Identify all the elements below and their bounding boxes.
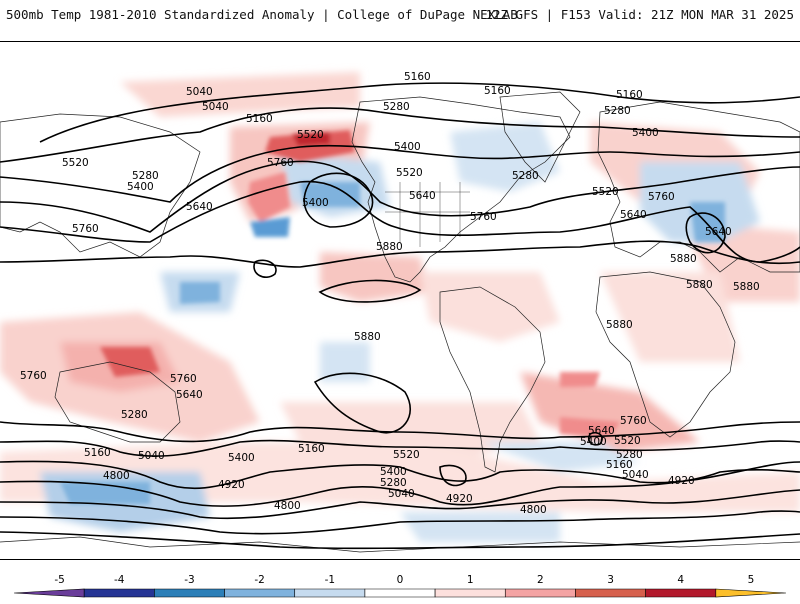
contour-label: 5760 [170, 373, 197, 385]
colorbar-tick-label: 3 [607, 574, 614, 586]
contour-label: 5400 [580, 436, 607, 448]
east-asia-outline [0, 113, 201, 258]
contour-label: 4920 [446, 493, 473, 505]
contour-label: 5640 [409, 190, 436, 202]
contour-label: 5160 [84, 447, 111, 459]
contour-label: 5640 [176, 389, 203, 401]
contour-label: 4920 [218, 479, 245, 491]
contour-label: 5160 [606, 459, 633, 471]
contour-label: 5760 [20, 370, 47, 382]
contour-label: 5040 [622, 469, 649, 481]
contour-labels: 5160 5040 5040 5160 5280 5520 5160 5160 … [20, 71, 760, 516]
colorbar-tick-label: -3 [184, 574, 194, 586]
anomaly-shading [0, 72, 800, 542]
colorbar-tick-label: -5 [54, 574, 64, 586]
africa-outline [595, 271, 736, 438]
contour-label: 5640 [620, 209, 647, 221]
contour-label: 5880 [606, 319, 633, 331]
contour-label: 5520 [592, 186, 619, 198]
antarctica-outline [0, 536, 800, 553]
contour-label: 5520 [62, 157, 89, 169]
contour-label: 4800 [520, 504, 547, 516]
contour-label: 5280 [616, 449, 643, 461]
contour-label: 5640 [186, 201, 213, 213]
colorbar-segment [434, 588, 506, 598]
contour-label: 4920 [668, 475, 695, 487]
colorbar-segments [13, 588, 787, 598]
colorbar: -5 -4 -3 -2 -1 0 1 2 3 4 5 [0, 570, 800, 600]
contour-label: 5400 [127, 181, 154, 193]
contour-label: 5040 [186, 86, 213, 98]
greenland-outline [499, 91, 581, 183]
contour-label: 5400 [302, 197, 329, 209]
contour-label: 5520 [297, 129, 324, 141]
colorbar-tick-label: 1 [467, 574, 474, 586]
contour-label: 5280 [512, 170, 539, 182]
contour-label: 5520 [393, 449, 420, 461]
colorbar-tick-label: 0 [397, 574, 404, 586]
contour-label: 5280 [383, 101, 410, 113]
colorbar-segment [13, 588, 85, 598]
south-america-outline [439, 286, 546, 473]
contour-label: 5760 [72, 223, 99, 235]
contour-label: 5160 [484, 85, 511, 97]
contour-label: 5760 [620, 415, 647, 427]
contour-label: 5520 [396, 167, 423, 179]
map-title: 500mb Temp 1981-2010 Standardized Anomal… [6, 7, 518, 22]
map-panel: 5160 5040 5040 5160 5280 5520 5160 5160 … [0, 41, 800, 560]
contour-label: 5280 [604, 105, 631, 117]
contour-label: 5400 [228, 452, 255, 464]
colorbar-segment [364, 588, 436, 598]
colorbar-segment [504, 588, 576, 598]
colorbar-segment [83, 588, 155, 598]
colorbar-segment [224, 588, 296, 598]
contour-label: 5160 [404, 71, 431, 83]
contour-label: 5640 [705, 226, 732, 238]
contour-label: 5880 [354, 331, 381, 343]
contour-label: 5280 [380, 477, 407, 489]
colorbar-tick-label: -1 [325, 574, 335, 586]
contour-label: 5040 [202, 101, 229, 113]
header: 500mb Temp 1981-2010 Standardized Anomal… [0, 0, 800, 36]
colorbar-tick-label: 2 [537, 574, 544, 586]
contour-label: 5880 [686, 279, 713, 291]
colorbar-segment [575, 588, 646, 598]
contour-label: 5400 [394, 141, 421, 153]
contour-label: 5880 [733, 281, 760, 293]
contour-label: 5040 [138, 450, 165, 462]
australia-outline [54, 361, 181, 443]
colorbar-segment [154, 588, 225, 598]
contour-label: 5760 [470, 211, 497, 223]
contour-label: 5880 [670, 253, 697, 265]
contour-label: 5160 [246, 113, 273, 125]
contour-label: 5040 [388, 488, 415, 500]
contour-label: 5520 [614, 435, 641, 447]
contour-label: 5280 [132, 170, 159, 182]
contour-label: 5880 [376, 241, 403, 253]
colorbar-labels: -5 -4 -3 -2 -1 0 1 2 3 4 5 [54, 574, 754, 586]
contour-label: 5760 [648, 191, 675, 203]
contour-label: 5640 [588, 425, 615, 437]
colorbar-segment [645, 588, 717, 598]
contour-label: 5760 [267, 157, 294, 169]
model-run-info: 12Z GFS | F153 Valid: 21Z MON MAR 31 202… [485, 7, 794, 22]
contour-label: 4800 [274, 500, 301, 512]
colorbar-tick-label: -4 [114, 574, 125, 586]
contour-label: 5160 [298, 443, 325, 455]
contour-label: 5400 [380, 466, 407, 478]
height-contours [0, 82, 800, 550]
colorbar-tick-label: 5 [748, 574, 755, 586]
colorbar-segment [715, 588, 787, 598]
colorbar-legend: -5 -4 -3 -2 -1 0 1 2 3 4 5 [13, 574, 787, 598]
contour-label: 5280 [121, 409, 148, 421]
contour-label: 5160 [616, 89, 643, 101]
colorbar-segment [294, 588, 366, 598]
colorbar-tick-label: -2 [254, 574, 264, 586]
colorbar-tick-label: 4 [677, 574, 684, 586]
contour-label: 5400 [632, 127, 659, 139]
contour-label: 4800 [103, 470, 130, 482]
anomaly-map: 5160 5040 5040 5160 5280 5520 5160 5160 … [0, 71, 800, 553]
